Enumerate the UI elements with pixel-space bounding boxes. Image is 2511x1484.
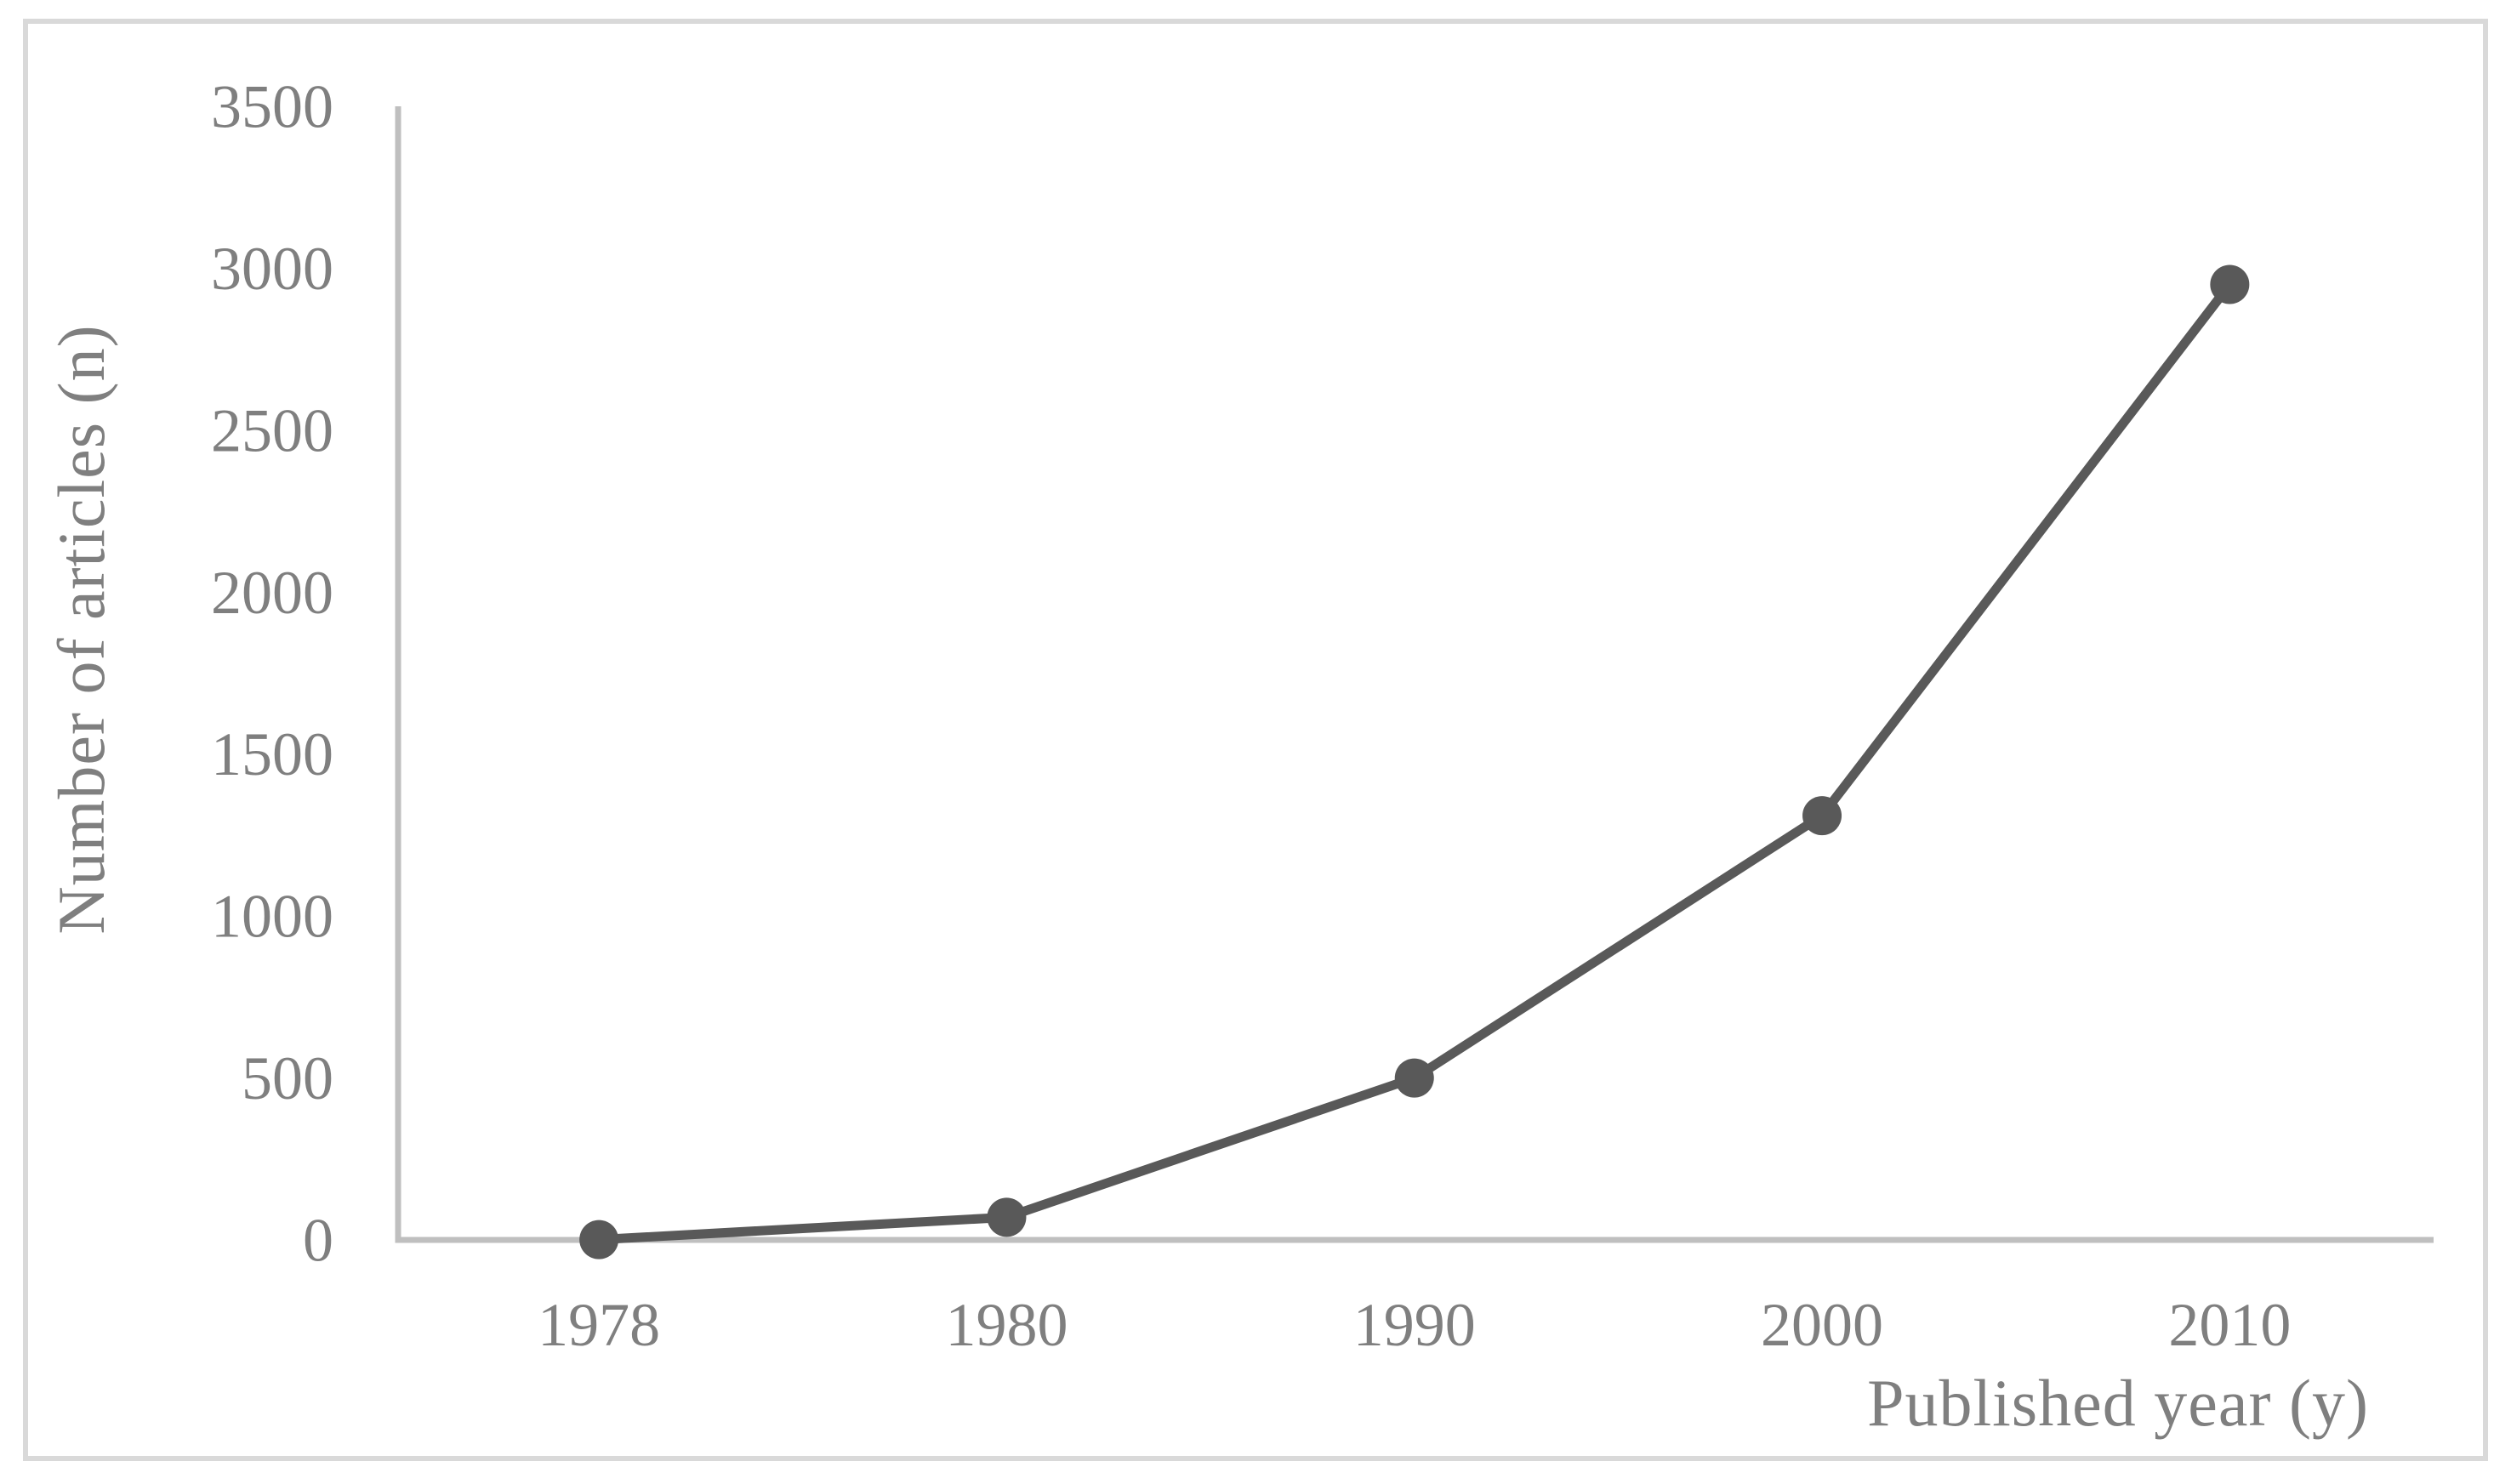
x-tick-label: 2000 — [1761, 1291, 1883, 1359]
x-axis-title: Published year (y) — [1867, 1366, 2369, 1440]
y-tick-label: 3000 — [211, 235, 333, 303]
y-tick-label: 2500 — [211, 396, 333, 464]
x-tick-label: 2010 — [2168, 1291, 2291, 1359]
y-tick-label: 2000 — [211, 559, 333, 627]
data-point-marker — [1394, 1058, 1434, 1098]
y-tick-label: 1500 — [211, 720, 333, 788]
x-tick-label: 1978 — [538, 1291, 660, 1359]
x-tick-label: 1980 — [945, 1291, 1068, 1359]
y-tick-label: 0 — [303, 1206, 333, 1274]
figure-border — [23, 19, 2488, 1461]
y-tick-label: 500 — [242, 1044, 333, 1112]
data-point-marker — [1802, 796, 1842, 836]
y-tick-label: 3500 — [211, 72, 333, 140]
y-axis-title: Number of articles (n) — [44, 324, 118, 934]
y-tick-label: 1000 — [211, 883, 333, 951]
data-point-marker — [2210, 264, 2250, 304]
x-tick-label: 1990 — [1353, 1291, 1476, 1359]
data-point-marker — [987, 1197, 1027, 1237]
data-point-marker — [579, 1220, 619, 1259]
